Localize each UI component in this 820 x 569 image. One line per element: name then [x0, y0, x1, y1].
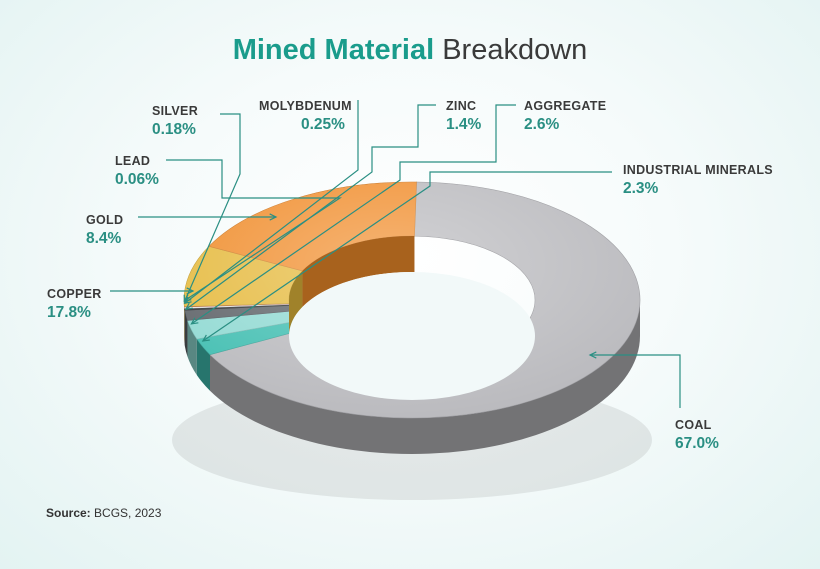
label-silver-name: SILVER	[152, 104, 199, 118]
side-zinc	[184, 310, 188, 357]
label-silver: SILVER 0.18%	[152, 103, 198, 141]
leader-gold-head	[269, 213, 278, 221]
label-lead-name: LEAD	[115, 154, 151, 168]
label-molybdenum-name: MOLYBDENUM	[259, 99, 352, 113]
label-gold: GOLD 8.4%	[86, 212, 123, 250]
label-industrial-minerals: INDUSTRIAL MINERALS 2.3%	[623, 162, 773, 200]
leader-industrial-minerals-head	[201, 334, 210, 342]
label-coal-name: COAL	[675, 418, 712, 432]
leader-copper-head	[186, 287, 195, 295]
leader-industrial-minerals	[202, 171, 612, 342]
label-molybdenum: MOLYBDENUM 0.25%	[259, 98, 352, 136]
leader-molybdenum	[184, 100, 359, 304]
label-lead-value: 0.06%	[115, 170, 159, 188]
label-coal-value: 67.0%	[675, 434, 719, 452]
source-label: Source:	[46, 506, 91, 520]
leader-lead	[166, 159, 342, 302]
leader-zinc	[185, 104, 436, 310]
leader-zinc-head	[184, 302, 193, 311]
label-zinc-value: 1.4%	[446, 115, 482, 133]
leader-aggregate	[191, 104, 516, 325]
leader-aggregate-head	[190, 317, 199, 325]
side-coal	[210, 300, 640, 454]
label-lead: LEAD 0.06%	[115, 153, 159, 191]
label-industrial-minerals-value: 2.3%	[623, 179, 659, 197]
inner-gold	[289, 270, 303, 336]
label-aggregate: AGGREGATE 2.6%	[524, 98, 606, 136]
leader-coal-head	[588, 351, 597, 359]
label-aggregate-value: 2.6%	[524, 115, 560, 133]
leader-lead-head	[183, 294, 192, 302]
side-industrial-minerals	[196, 339, 211, 391]
source-note: Source: BCGS, 2023	[46, 506, 161, 520]
label-copper-name: COPPER	[47, 287, 102, 301]
label-gold-name: GOLD	[86, 213, 124, 227]
label-coal: COAL 67.0%	[675, 417, 719, 455]
chart-title-bold: Mined Material	[232, 34, 435, 66]
label-aggregate-name: AGGREGATE	[524, 99, 607, 113]
source-text: BCGS, 2023	[94, 506, 162, 520]
label-copper: COPPER 17.8%	[47, 286, 102, 324]
leader-coal	[590, 354, 681, 408]
label-gold-value: 8.4%	[86, 229, 122, 247]
leader-silver	[183, 113, 241, 302]
label-zinc-name: ZINC	[446, 99, 477, 113]
chart-title: Mined Material Breakdown	[0, 34, 820, 67]
chart-title-rest: Breakdown	[442, 34, 588, 66]
label-silver-value: 0.18%	[152, 120, 196, 138]
donut-hole	[289, 272, 535, 400]
label-copper-value: 17.8%	[47, 303, 91, 321]
side-aggregate	[187, 320, 197, 376]
label-zinc: ZINC 1.4%	[446, 98, 481, 136]
label-industrial-minerals-name: INDUSTRIAL MINERALS	[623, 163, 773, 177]
label-molybdenum-value: 0.25%	[301, 115, 345, 133]
